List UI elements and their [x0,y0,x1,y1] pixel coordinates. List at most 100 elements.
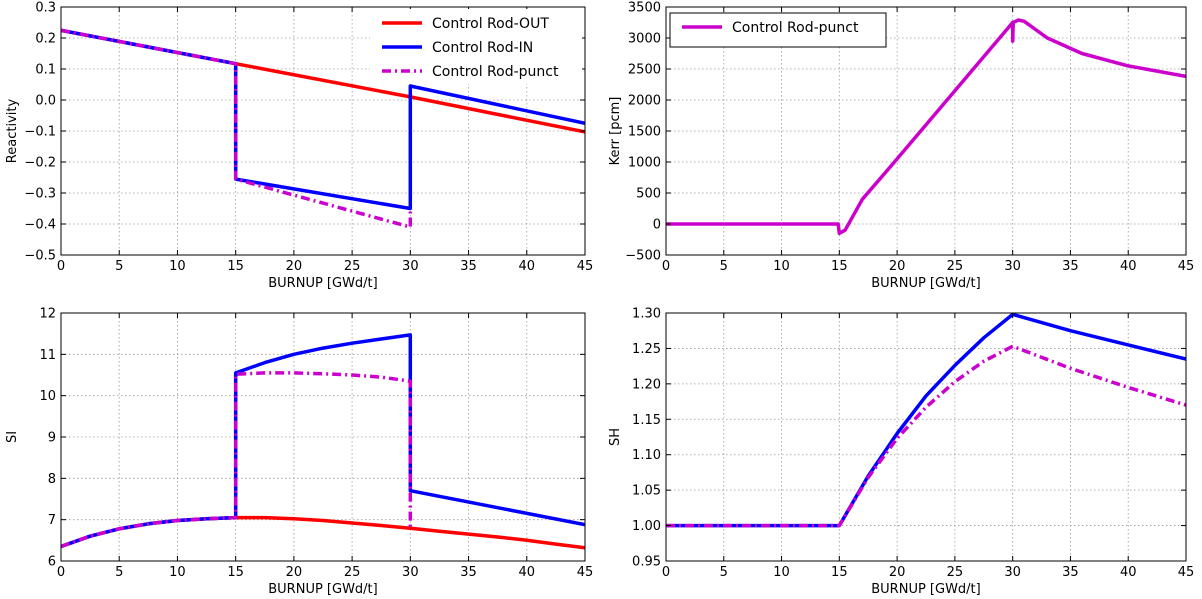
y-tick-label: 7 [48,513,56,528]
y-tick-label: 1.10 [632,448,661,463]
y-axis-label: Reactivity [5,99,20,164]
x-tick-label: 15 [227,565,244,580]
x-tick-label: 35 [460,259,477,274]
y-tick-label: −0.5 [24,249,56,264]
x-axis-label: BURNUP [GWd/t] [268,276,377,291]
legend: Control Rod-punct [669,12,887,48]
y-tick-label: 0 [653,218,661,233]
y-tick-label: 1.25 [632,342,661,357]
y-tick-label: −0.2 [24,156,56,171]
x-tick-label: 0 [662,565,670,580]
y-tick-label: 0.95 [632,555,661,570]
y-tick-label: 3500 [628,1,661,16]
x-axis-label: BURNUP [GWd/t] [268,582,377,597]
x-tick-label: 45 [1178,565,1195,580]
x-tick-label: 20 [889,565,906,580]
y-tick-label: −500 [625,249,661,264]
y-tick-label: 0.0 [35,94,56,109]
y-tick-label: 1.05 [632,484,661,499]
y-tick-label: −0.4 [24,218,56,233]
x-tick-label: 0 [57,565,65,580]
series-line-3 [61,28,413,229]
x-tick-label: 25 [947,565,964,580]
x-tick-label: 25 [344,565,361,580]
x-tick-label: 30 [402,565,419,580]
x-tick-label: 20 [286,565,303,580]
x-tick-label: 40 [1120,259,1137,274]
y-axis-label: SH [608,428,623,446]
x-tick-label: 10 [773,259,790,274]
x-tick-label: 35 [460,565,477,580]
legend-box [669,12,887,48]
y-tick-label: −0.3 [24,187,56,202]
x-tick-label: 10 [773,565,790,580]
y-tick-label: 2500 [628,63,661,78]
y-tick-label: 500 [636,187,661,202]
x-tick-label: 45 [577,565,594,580]
x-tick-label: 10 [169,259,186,274]
x-tick-label: 30 [402,259,419,274]
x-tick-label: 0 [662,259,670,274]
y-tick-label: 1.30 [632,307,661,322]
chart-panel-2: 0 5 10 15 20 25 30 35 40 45−500050010001500200025… [608,1,1194,292]
x-tick-label: 15 [831,259,848,274]
y-tick-label: 0.1 [35,63,56,78]
y-tick-label: 1.15 [632,413,661,428]
y-tick-label: 8 [48,472,56,487]
x-tick-label: 30 [1004,259,1021,274]
y-tick-label: 1000 [628,156,661,171]
y-tick-label: 9 [48,431,56,446]
y-tick-label: 2000 [628,94,661,109]
series-line-2 [61,333,585,549]
x-tick-label: 35 [1062,565,1079,580]
series-line-1 [666,18,1186,236]
series-line-1 [61,515,585,550]
y-tick-label: 12 [39,307,56,322]
y-tick-label: −0.1 [24,125,56,140]
series-line-2 [666,344,1186,528]
x-tick-label: 20 [889,259,906,274]
x-tick-label: 25 [344,259,361,274]
y-tick-label: 1500 [628,125,661,140]
y-tick-label: 3000 [628,32,661,47]
y-axis-label: SI [5,431,20,443]
x-tick-label: 10 [169,565,186,580]
x-tick-label: 45 [577,259,594,274]
series-line-3 [61,371,413,549]
x-tick-label: 5 [115,565,123,580]
x-tick-label: 25 [947,259,964,274]
x-tick-label: 40 [1120,565,1137,580]
chart-panel-3: 0 5 10 15 20 25 30 35 40 45 6 7 8 9 10 11 12 BURNUP [GWd/… [5,307,593,598]
y-tick-label: 0.3 [35,1,56,16]
x-tick-label: 20 [286,259,303,274]
x-tick-label: 0 [57,259,65,274]
plot-frame [665,312,1187,562]
x-tick-label: 5 [720,565,728,580]
legend-label: Control Rod-IN [432,40,533,56]
chart-panel-4: 0 5 10 15 20 25 30 35 40 45 0.95 1.00 1.05 1.10 1.15 1.… [608,307,1194,598]
y-tick-label: 6 [48,555,56,570]
chart-panel-1: 0 5 10 15 20 25 30 35 40 45 −0.5 −0.4 −0.3 −0.2 −0.1 0.… [5,1,593,292]
x-tick-label: 35 [1062,259,1079,274]
legend-label: Control Rod-punct [732,20,859,36]
y-tick-label: 1.00 [632,519,661,534]
x-tick-label: 40 [519,565,536,580]
x-tick-label: 15 [831,565,848,580]
y-tick-label: 11 [39,348,56,363]
x-tick-label: 30 [1004,565,1021,580]
x-tick-label: 15 [227,259,244,274]
x-tick-label: 45 [1178,259,1195,274]
x-tick-label: 5 [720,259,728,274]
y-tick-label: 10 [39,389,56,404]
x-axis-label: BURNUP [GWd/t] [871,276,980,291]
series-line-1 [666,312,1186,528]
series-line-2 [61,28,585,211]
y-axis-label: Kerr [pcm] [608,97,623,166]
legend: Control Rod-OUT Control Rod-IN Control Rod… [370,9,582,84]
y-tick-label: 0.2 [35,32,56,47]
x-tick-label: 40 [519,259,536,274]
y-tick-label: 1.20 [632,377,661,392]
legend-label: Control Rod-OUT [432,16,549,32]
x-tick-label: 5 [115,259,123,274]
